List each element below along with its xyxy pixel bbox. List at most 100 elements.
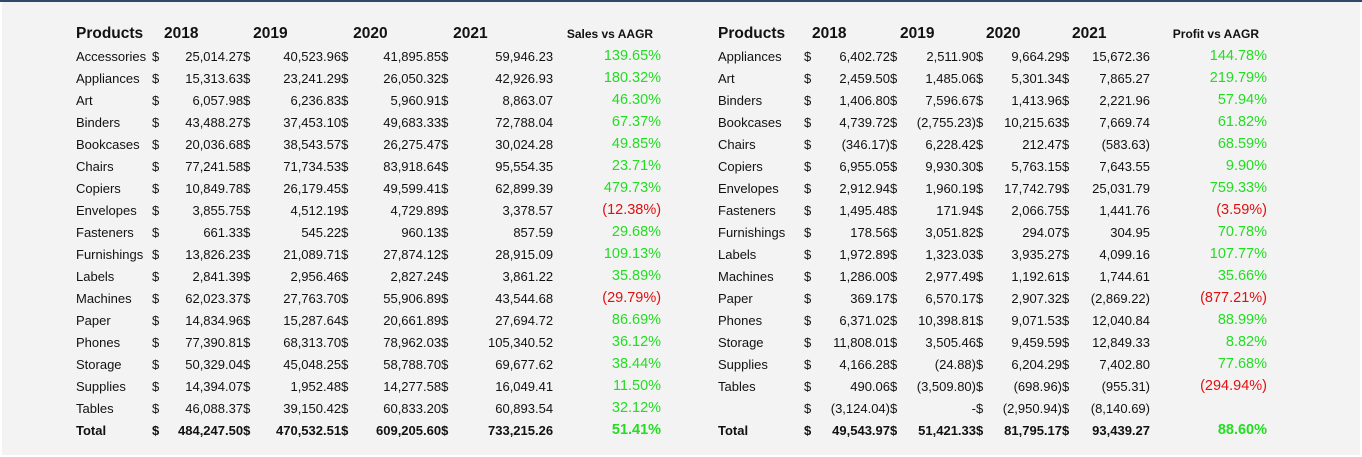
- currency-symbol: $: [243, 400, 251, 416]
- currency-symbol: $: [1062, 180, 1070, 196]
- value-cell: (346.17): [841, 136, 890, 152]
- currency-symbol: $: [441, 114, 449, 130]
- value-cell: 20,036.68: [185, 136, 244, 152]
- value-cell: 7,669.74: [1099, 114, 1150, 130]
- currency-symbol: $: [152, 378, 160, 394]
- value-cell: 1,441.76: [1099, 202, 1150, 218]
- currency-symbol: $: [804, 114, 812, 130]
- product-name: Phones: [76, 334, 121, 350]
- value-cell: 1,192.61: [1011, 268, 1062, 284]
- value-cell: 3,861.22: [502, 268, 554, 284]
- value-cell: 27,694.72: [495, 312, 554, 328]
- value-cell: 15,313.63: [185, 70, 244, 86]
- table-row: Tables $46,088.37 $39,150.42 $60,833.20 $60,…: [76, 397, 661, 419]
- product-name: Art: [76, 92, 93, 108]
- sales-table: Products 2018 2019 2020 2021 Sales vs AAGR Ac…: [76, 23, 661, 441]
- value-cell: 484,247.50: [178, 422, 244, 438]
- currency-symbol: $: [243, 334, 251, 350]
- value-cell: 71,734.53: [283, 158, 342, 174]
- sales-header-row: Products 2018 2019 2020 2021 Sales vs AAGR: [76, 23, 661, 45]
- value-cell: 857.59: [513, 224, 554, 240]
- table-row: Labels $2,841.39 $2,956.46 $2,827.24 $3,861.…: [76, 265, 661, 287]
- value-cell: 55,906.89: [383, 290, 442, 306]
- aagr-cell: 8.82%: [1225, 334, 1267, 350]
- currency-symbol: $: [243, 48, 251, 64]
- value-cell: 3,935.27: [1011, 246, 1062, 262]
- currency-symbol: $: [804, 180, 812, 196]
- currency-symbol: $: [341, 290, 349, 306]
- value-cell: 62,899.39: [495, 180, 554, 196]
- value-cell: 60,893.54: [495, 400, 554, 416]
- currency-symbol: $: [890, 158, 898, 174]
- value-cell: 7,643.55: [1099, 158, 1150, 174]
- currency-symbol: $: [1062, 246, 1070, 262]
- value-cell: 2,221.96: [1099, 92, 1150, 108]
- value-cell: 14,394.07: [185, 378, 244, 394]
- value-cell: 6,955.05: [839, 158, 890, 174]
- aagr-cell: 57.94%: [1217, 92, 1267, 108]
- value-cell: 77,390.81: [185, 334, 244, 350]
- value-cell: 171.94: [936, 202, 976, 218]
- value-cell: 1,406.80: [839, 92, 890, 108]
- window-top-border: [0, 0, 1362, 2]
- currency-symbol: $: [1062, 334, 1070, 350]
- currency-symbol: $: [1062, 70, 1070, 86]
- value-cell: -: [971, 400, 976, 416]
- value-cell: 68,313.70: [283, 334, 342, 350]
- value-cell: 13,826.23: [185, 246, 244, 262]
- value-cell: 2,977.49: [925, 268, 976, 284]
- currency-symbol: $: [243, 136, 251, 152]
- currency-symbol: $: [441, 356, 449, 372]
- currency-symbol: $: [152, 224, 160, 240]
- value-cell: 62,023.37: [185, 290, 244, 306]
- product-name: Copiers: [718, 158, 763, 174]
- value-cell: 30,024.28: [495, 136, 554, 152]
- value-cell: 1,952.48: [290, 378, 342, 394]
- value-cell: 14,277.58: [383, 378, 442, 394]
- currency-symbol: $: [341, 114, 349, 130]
- currency-symbol: $: [890, 70, 898, 86]
- value-cell: 1,972.89: [839, 246, 890, 262]
- table-row: Envelopes $3,855.75 $4,512.19 $4,729.89 $3,3…: [76, 199, 661, 221]
- product-name: Paper: [76, 312, 111, 328]
- value-cell: 733,215.26: [488, 422, 554, 438]
- value-cell: 25,014.27: [185, 48, 244, 64]
- value-cell: 7,865.27: [1099, 70, 1150, 86]
- value-cell: 4,099.16: [1099, 246, 1150, 262]
- table-row: Fasteners $1,495.48 $171.94 $2,066.75 $1,441…: [718, 199, 1267, 221]
- currency-symbol: $: [804, 70, 812, 86]
- currency-symbol: $: [152, 268, 160, 284]
- currency-symbol: $: [341, 224, 349, 240]
- column-header-year: 2021: [1072, 25, 1107, 42]
- currency-symbol: $: [976, 378, 984, 394]
- currency-symbol: $: [152, 202, 160, 218]
- currency-symbol: $: [152, 92, 160, 108]
- product-name: Fasteners: [76, 224, 134, 240]
- table-row: Chairs $ (346.17) $6,228.42 $212.47 $ (583.63)…: [718, 133, 1267, 155]
- value-cell: 1,413.96: [1011, 92, 1062, 108]
- aagr-cell: 68.59%: [1217, 136, 1267, 152]
- currency-symbol: $: [441, 334, 449, 350]
- currency-symbol: $: [441, 70, 449, 86]
- currency-symbol: $: [1062, 158, 1070, 174]
- value-cell: 212.47: [1022, 136, 1062, 152]
- currency-symbol: $: [976, 224, 984, 240]
- value-cell: 2,066.75: [1011, 202, 1062, 218]
- value-cell: 5,301.34: [1011, 70, 1062, 86]
- product-name: Supplies: [76, 378, 126, 394]
- value-cell: 20,661.89: [383, 312, 442, 328]
- value-cell: 40,523.96: [283, 48, 342, 64]
- value-cell: 545.22: [301, 224, 342, 240]
- aagr-cell: 67.37%: [611, 114, 662, 130]
- currency-symbol: $: [804, 48, 812, 64]
- table-row: Machines $62,023.37 $27,763.70 $55,906.89 $4…: [76, 287, 661, 309]
- value-cell: 50,329.04: [185, 356, 244, 372]
- currency-symbol: $: [341, 136, 349, 152]
- table-row: Phones $77,390.81 $68,313.70 $78,962.03 $105…: [76, 331, 661, 353]
- currency-symbol: $: [441, 246, 449, 262]
- currency-symbol: $: [243, 114, 251, 130]
- currency-symbol: $: [243, 224, 251, 240]
- table-row: Bookcases $4,739.72 $ (2,755.23) $10,215.63 $…: [718, 111, 1267, 133]
- column-header-year: 2020: [353, 25, 388, 42]
- column-header-year: 2018: [164, 25, 199, 42]
